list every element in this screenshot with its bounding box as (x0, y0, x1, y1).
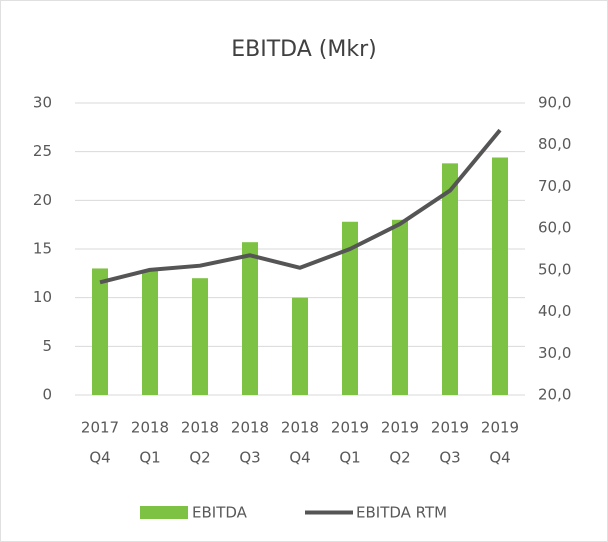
bar (192, 278, 208, 395)
x-tick-label: 2018 (231, 419, 269, 437)
y2-tick-label: 60,0 (538, 219, 571, 237)
bar (292, 297, 308, 395)
y-tick-label: 15 (33, 240, 52, 258)
x-tick-label: Q1 (139, 449, 160, 467)
y2-tick-label: 30,0 (538, 344, 571, 362)
y-tick-label: 5 (42, 337, 52, 355)
x-tick-label: Q4 (489, 449, 510, 467)
bar (492, 157, 508, 395)
legend-label: EBITDA RTM (356, 504, 447, 522)
x-tick-label: Q3 (439, 449, 460, 467)
x-tick-label: 2018 (281, 419, 319, 437)
y2-tick-label: 20,0 (538, 386, 571, 404)
y-tick-label: 10 (33, 288, 52, 306)
x-tick-label: 2019 (431, 419, 469, 437)
x-tick-label: 2019 (331, 419, 369, 437)
x-tick-label: Q1 (339, 449, 360, 467)
y2-tick-label: 50,0 (538, 260, 571, 278)
y2-tick-label: 80,0 (538, 135, 571, 153)
x-tick-label: Q2 (389, 449, 410, 467)
y-tick-label: 30 (33, 94, 52, 112)
x-tick-label: 2019 (381, 419, 419, 437)
line-series (99, 128, 502, 285)
chart-title: EBITDA (Mkr) (231, 37, 376, 62)
bar (142, 270, 158, 395)
y-tick-label: 20 (33, 191, 52, 209)
x-tick-label: 2017 (81, 419, 119, 437)
y-tick-label: 0 (42, 386, 52, 404)
legend-label: EBITDA (192, 504, 248, 522)
x-tick-label: Q4 (289, 449, 310, 467)
bar (92, 268, 108, 395)
x-tick-label: 2018 (181, 419, 219, 437)
x-tick-label: Q3 (239, 449, 260, 467)
x-tick-label: 2018 (131, 419, 169, 437)
bar (242, 242, 258, 395)
y2-tick-label: 40,0 (538, 302, 571, 320)
y2-tick-label: 70,0 (538, 177, 571, 195)
bar (392, 219, 408, 395)
y2-tick-label: 90,0 (538, 94, 571, 112)
x-tick-label: Q4 (89, 449, 110, 467)
bar (342, 221, 358, 395)
x-tick-label: Q2 (189, 449, 210, 467)
bar (442, 163, 458, 395)
y-tick-label: 25 (33, 142, 52, 160)
legend-swatch (140, 506, 188, 519)
x-tick-label: 2019 (481, 419, 519, 437)
